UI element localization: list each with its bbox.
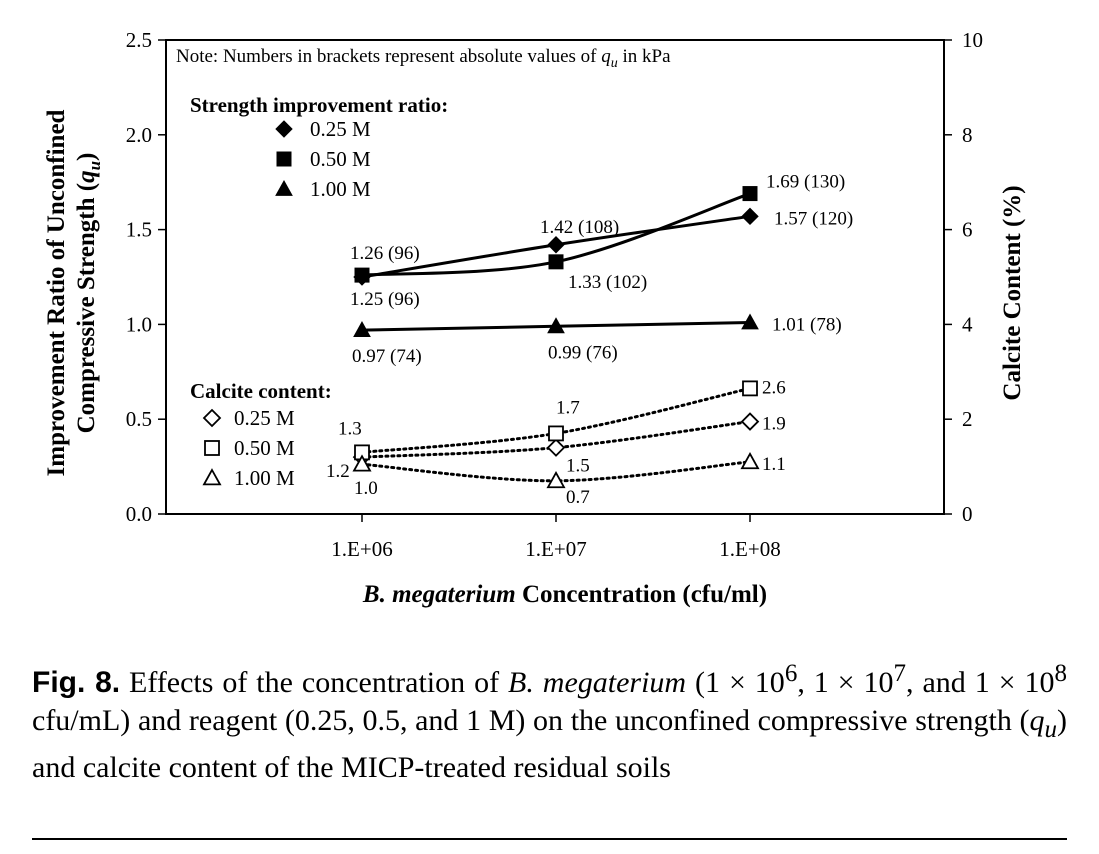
strength-data-label: 1.01 (78) [772, 315, 842, 336]
strength-data-label: 1.33 (102) [568, 272, 647, 293]
left-axis-title-line1: Improvement Ratio of Unconfined [43, 109, 70, 476]
strength-data-label: 0.99 (76) [548, 342, 618, 363]
legend-calcite-label: 0.25 M [234, 406, 295, 430]
right-y-tick-label: 10 [962, 28, 983, 52]
caption-text: ) and calcite content of the MICP-treate… [32, 704, 1067, 784]
calcite-data-label: 0.7 [566, 487, 590, 508]
left-y-tick-label: 1.0 [126, 312, 152, 336]
calcite-data-label: 1.5 [566, 456, 590, 477]
caption-variable: q [1029, 704, 1045, 737]
legend-strength-label: 0.50 M [310, 147, 371, 171]
left-y-tick-label: 2.0 [126, 123, 152, 147]
square-marker [742, 186, 758, 202]
legend-strength-label: 1.00 M [310, 177, 371, 201]
left-axis-title-line2: Compressive Strength (qu) [73, 153, 104, 434]
strength-data-label: 1.42 (108) [540, 217, 619, 238]
figure-caption: Fig. 8. Effects of the concentration of … [32, 655, 1067, 787]
plot-area [165, 39, 945, 515]
diamond-marker [547, 236, 565, 254]
caption-exponent: 6 [784, 660, 798, 687]
diamond-marker [546, 438, 566, 457]
legend-strength: 0.25 M 0.50 M 1.00 M [275, 117, 371, 201]
caption-exponent: 8 [1054, 660, 1068, 687]
x-tick-label: 1.E+06 [331, 537, 392, 561]
left-axis-title-group: Improvement Ratio of Unconfined Compress… [43, 109, 104, 476]
caption-text: (1 × 10 [686, 666, 785, 699]
right-axis-title: Calcite Content (%) [999, 185, 1026, 400]
caption-variable-sub: u [1044, 716, 1058, 743]
caption-text: , and 1 × 10 [906, 666, 1055, 699]
left-y-tick-label: 2.5 [126, 28, 152, 52]
x-tick-label: 1.E+08 [719, 537, 780, 561]
calcite-data-label: 1.2 [326, 461, 350, 482]
square-marker [548, 254, 564, 270]
legend-calcite: 0.25 M 0.50 M 1.00 M [202, 406, 295, 490]
calcite-data-label: 1.7 [556, 397, 580, 418]
legend-calcite-label: 0.50 M [234, 436, 295, 460]
right-y-tick-label: 4 [962, 312, 973, 336]
x-tick-label: 1.E+07 [525, 537, 586, 561]
diamond-marker [275, 120, 293, 138]
right-y-tick-label: 2 [962, 407, 973, 431]
caption-text: cfu/mL) and reagent (0.25, 0.5, and 1 M)… [32, 704, 1030, 737]
chart-note: Note: Numbers in brackets represent abso… [176, 46, 671, 71]
left-y-tick-label: 0.0 [126, 502, 152, 526]
caption-text: Effects of the concentration of [120, 666, 509, 699]
axis-ticks: 0.0 0.5 1.0 1.5 2.0 2.5 0 2 4 6 8 10 1.E+06 1.E+07 1.E… [126, 28, 983, 561]
square-marker [204, 440, 220, 456]
strength-data-label: 1.69 (130) [766, 172, 845, 193]
data-labels: 1.25 (96) 1.42 (108) 1.57 (120) 1.26 (96) 1.… [326, 172, 853, 508]
triangle-marker [741, 313, 759, 330]
square-marker [354, 267, 370, 283]
strength-data-label: 0.97 (74) [352, 346, 422, 367]
triangle-marker [275, 179, 293, 196]
legend-strength-title: Strength improvement ratio: [190, 93, 448, 117]
figure-number: Fig. 8. [32, 666, 121, 699]
caption-text: , 1 × 10 [797, 666, 894, 699]
calcite-data-label: 1.0 [354, 478, 378, 499]
caption-rule [32, 838, 1067, 840]
triangle-marker [740, 452, 760, 470]
right-y-tick-label: 0 [962, 502, 973, 526]
chart: 0.0 0.5 1.0 1.5 2.0 2.5 0 2 4 6 8 10 1.E+06 1.E+07 1.E… [43, 28, 1026, 608]
calcite-data-label: 1.1 [762, 454, 786, 475]
left-y-tick-label: 1.5 [126, 218, 152, 242]
square-marker [548, 425, 564, 442]
caption-exponent: 7 [893, 660, 907, 687]
strength-data-label: 1.25 (96) [350, 289, 420, 310]
legend-strength-label: 0.25 M [310, 117, 371, 141]
calcite-data-label: 2.6 [762, 377, 786, 398]
right-y-tick-label: 6 [962, 218, 973, 242]
calcite-data-label: 1.3 [338, 418, 362, 439]
caption-species: B. megaterium [508, 666, 687, 699]
diamond-marker [202, 408, 222, 428]
diamond-marker [741, 207, 759, 226]
square-marker [276, 151, 292, 167]
x-axis-title: B. megaterium Concentration (cfu/ml) [362, 581, 767, 608]
legend-calcite-label: 1.00 M [234, 466, 295, 490]
square-marker [742, 380, 758, 397]
diamond-marker [740, 412, 760, 431]
triangle-marker [353, 321, 371, 337]
triangle-marker [547, 317, 565, 334]
left-y-tick-label: 0.5 [126, 407, 152, 431]
series-group [352, 186, 760, 489]
right-y-tick-label: 8 [962, 123, 973, 147]
triangle-marker [202, 468, 222, 486]
strength-data-label: 1.57 (120) [774, 208, 853, 229]
triangle-marker [546, 470, 566, 489]
triangle-marker [352, 454, 372, 472]
legend-calcite-title: Calcite content: [190, 379, 332, 403]
strength-data-label: 1.26 (96) [350, 243, 420, 264]
calcite-data-label: 1.9 [762, 414, 786, 435]
